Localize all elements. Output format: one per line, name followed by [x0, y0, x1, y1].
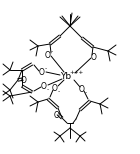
Text: -: - [45, 66, 47, 71]
Text: O: O [54, 111, 60, 120]
Text: -: - [47, 87, 49, 92]
Text: -: - [58, 89, 60, 94]
Text: O: O [45, 51, 51, 59]
Text: +++: +++ [69, 69, 83, 75]
Text: O: O [21, 75, 27, 85]
Text: Yb: Yb [60, 71, 72, 81]
Text: -: - [85, 90, 87, 95]
Text: O: O [39, 67, 45, 77]
Text: O: O [79, 85, 85, 93]
Text: O: O [52, 83, 58, 93]
Text: O: O [91, 53, 97, 61]
Text: -: - [51, 49, 53, 54]
Text: O: O [41, 81, 47, 91]
